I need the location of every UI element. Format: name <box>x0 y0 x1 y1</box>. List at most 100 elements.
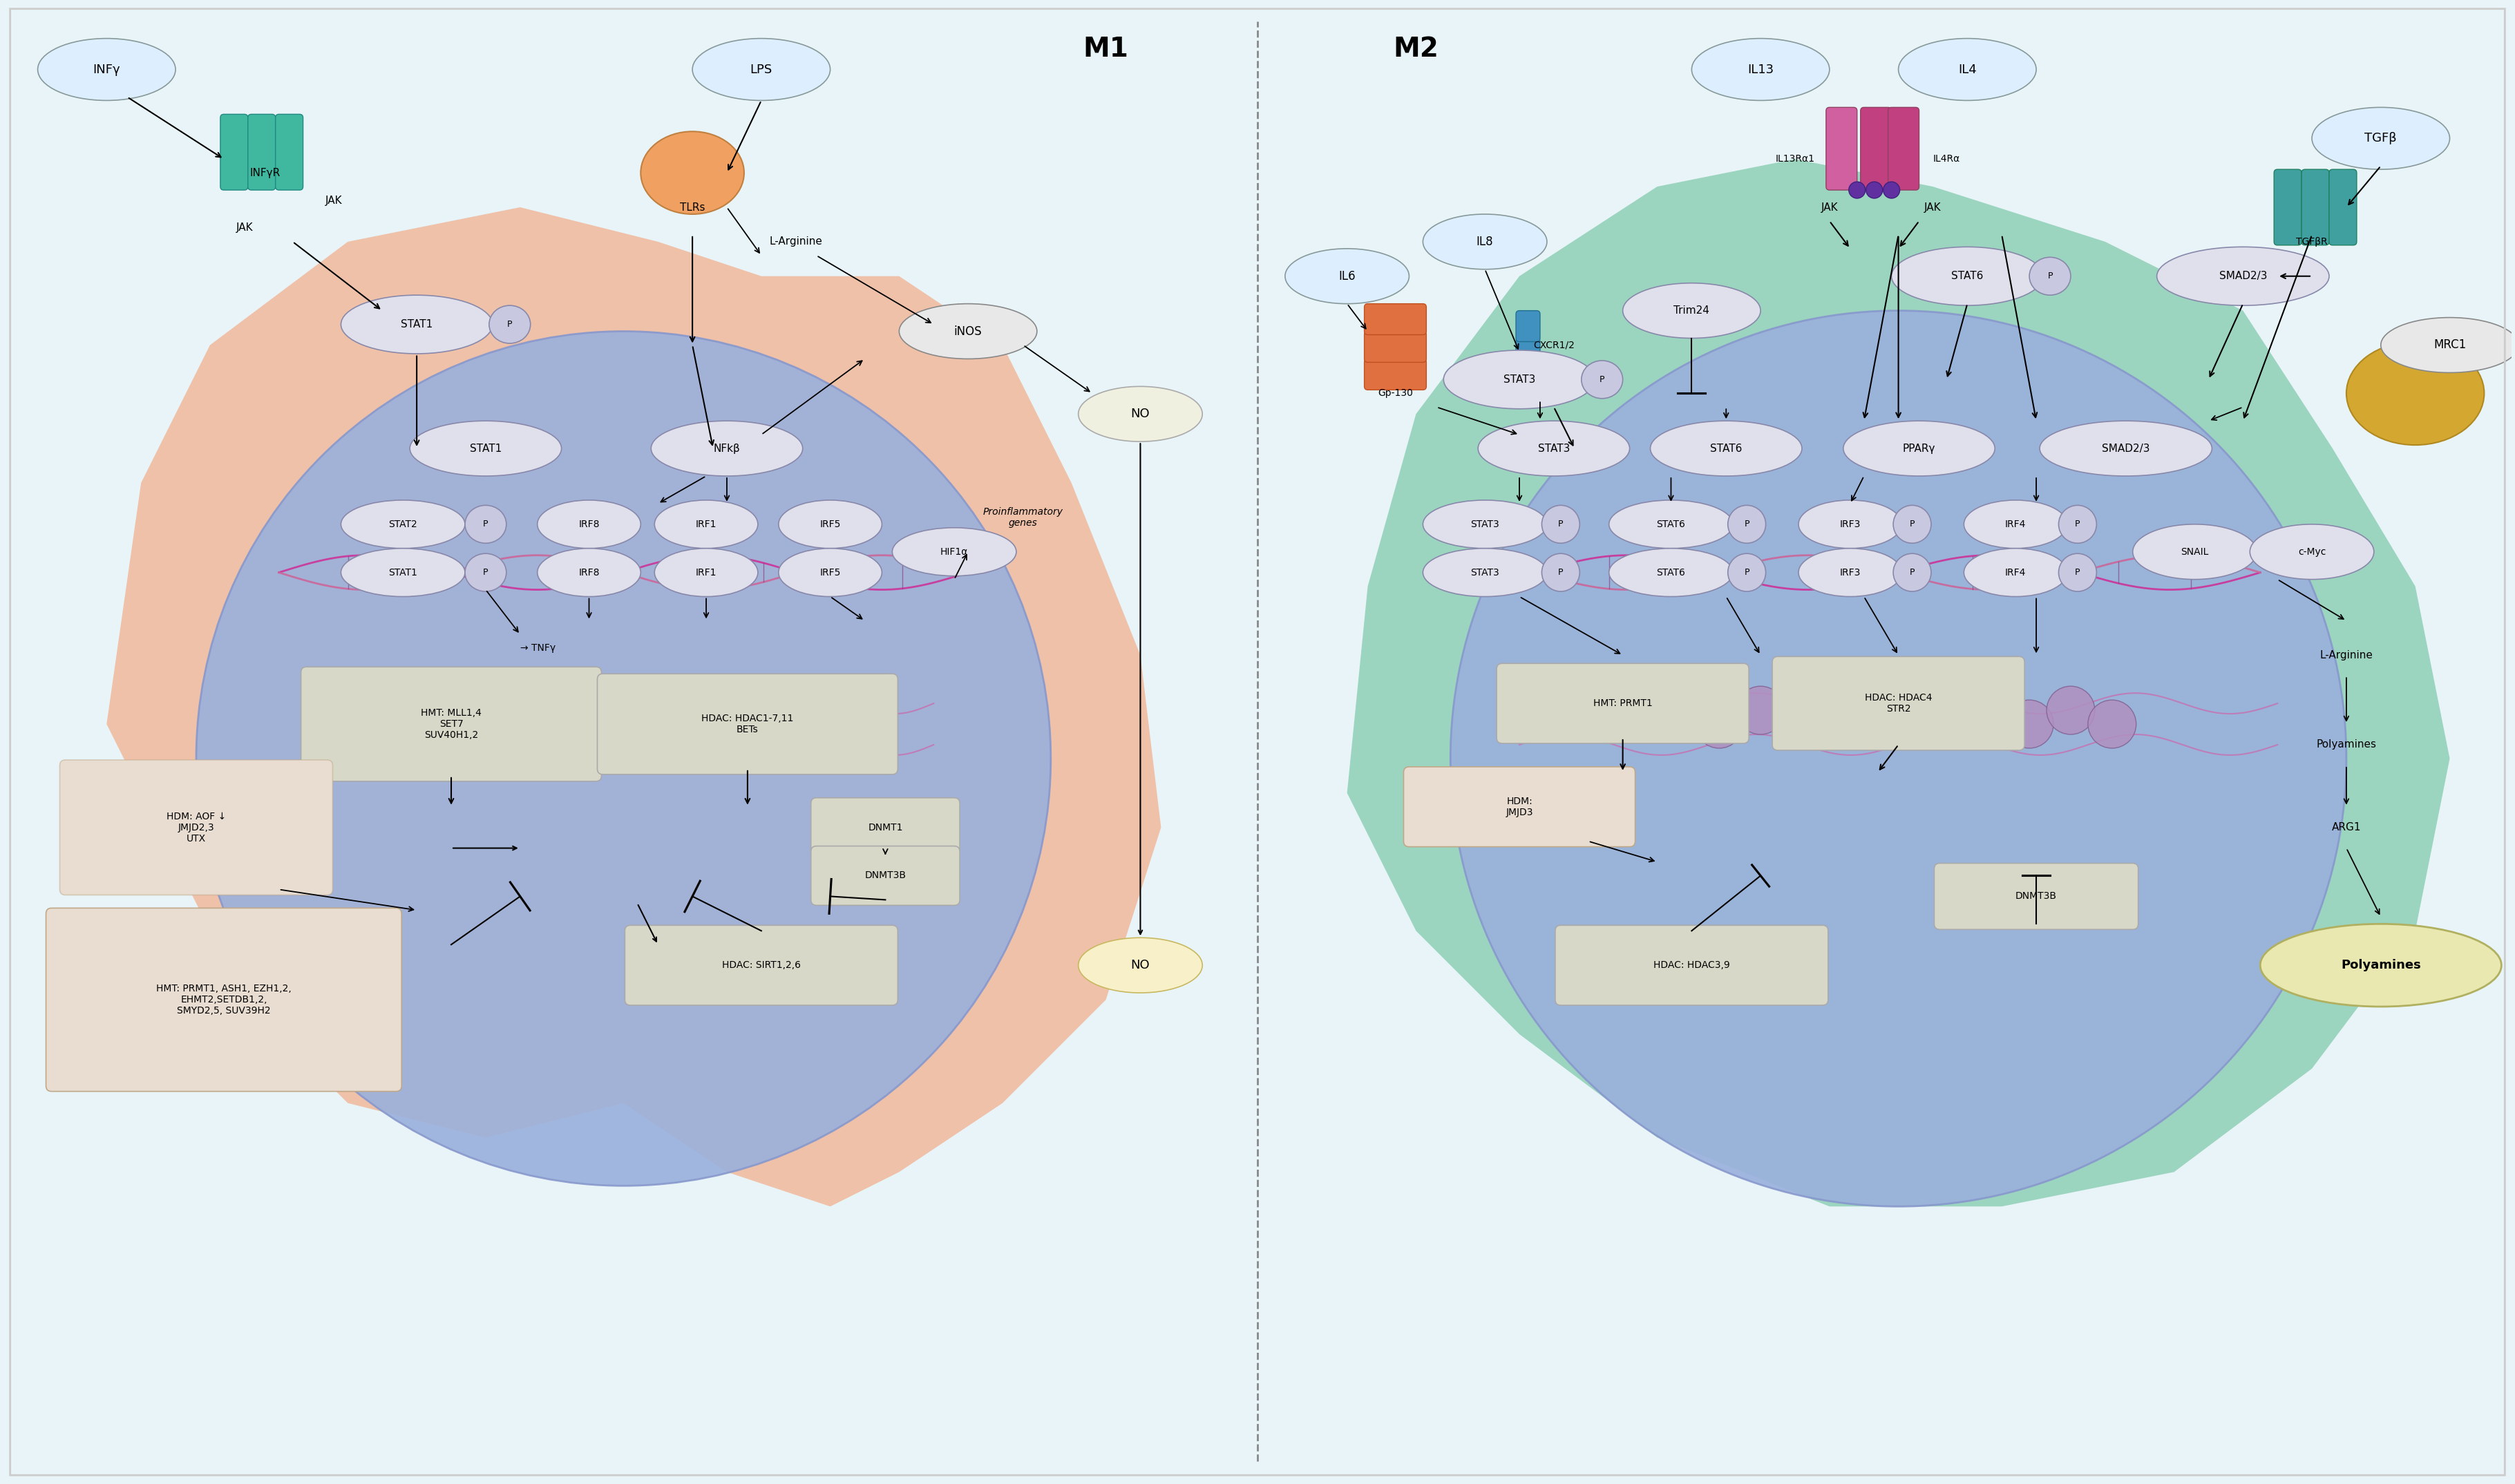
FancyBboxPatch shape <box>810 846 961 905</box>
Text: IRF8: IRF8 <box>578 568 599 577</box>
Text: STAT1: STAT1 <box>387 568 417 577</box>
Ellipse shape <box>2311 107 2450 169</box>
Text: P: P <box>1909 519 1914 528</box>
FancyBboxPatch shape <box>277 114 302 190</box>
Text: TLRs: TLRs <box>679 202 704 212</box>
Ellipse shape <box>1964 549 2067 597</box>
Text: SMAD2/3: SMAD2/3 <box>2103 444 2150 454</box>
Text: M1: M1 <box>1084 36 1129 62</box>
Ellipse shape <box>2346 341 2485 445</box>
Text: HMT: PRMT1: HMT: PRMT1 <box>1592 699 1652 708</box>
Text: SNAIL: SNAIL <box>2181 548 2208 556</box>
Text: HDM: AOF ↓
JMJD2,3
UTX: HDM: AOF ↓ JMJD2,3 UTX <box>166 812 226 843</box>
Text: STAT3: STAT3 <box>1471 519 1499 530</box>
Text: SMAD2/3: SMAD2/3 <box>2218 272 2266 282</box>
Ellipse shape <box>1693 39 1828 101</box>
Text: IRF5: IRF5 <box>820 568 840 577</box>
FancyBboxPatch shape <box>1517 338 1539 370</box>
Text: IRF8: IRF8 <box>578 519 599 530</box>
Text: DNMT3B: DNMT3B <box>865 871 905 880</box>
Text: INFγR: INFγR <box>249 168 279 178</box>
Ellipse shape <box>1423 214 1547 269</box>
Text: IL4Rα: IL4Rα <box>1934 154 1959 163</box>
Text: P: P <box>2075 519 2080 528</box>
Text: c-Myc: c-Myc <box>2299 548 2326 556</box>
Text: P: P <box>483 568 488 577</box>
Text: TGFβR: TGFβR <box>2296 237 2329 246</box>
Text: Proinflammatory
genes: Proinflammatory genes <box>983 508 1064 528</box>
Ellipse shape <box>1798 500 1901 549</box>
Text: NFkβ: NFkβ <box>714 444 739 454</box>
Text: TGFβ: TGFβ <box>2364 132 2397 144</box>
Text: HDAC: HDAC4
STR2: HDAC: HDAC4 STR2 <box>1864 693 1932 714</box>
Text: INFγ: INFγ <box>93 64 121 76</box>
FancyBboxPatch shape <box>302 666 601 781</box>
Text: Polyamines: Polyamines <box>2341 959 2422 972</box>
FancyBboxPatch shape <box>1773 656 2025 751</box>
Circle shape <box>1849 181 1866 199</box>
Circle shape <box>196 331 1051 1186</box>
Text: P: P <box>508 321 513 329</box>
Circle shape <box>516 700 566 748</box>
FancyBboxPatch shape <box>810 798 961 858</box>
Text: NO: NO <box>1132 959 1149 972</box>
Circle shape <box>1451 310 2346 1206</box>
Text: JAK: JAK <box>1924 202 1942 212</box>
Ellipse shape <box>488 306 531 343</box>
Ellipse shape <box>2382 318 2515 372</box>
Text: P: P <box>1600 375 1605 384</box>
Text: HDAC: HDAC1-7,11
BETs: HDAC: HDAC1-7,11 BETs <box>702 714 795 735</box>
FancyBboxPatch shape <box>1517 310 1539 341</box>
Circle shape <box>475 686 523 735</box>
Text: ARG1: ARG1 <box>2331 822 2362 833</box>
Text: LPS: LPS <box>749 64 772 76</box>
Ellipse shape <box>2133 524 2256 579</box>
Text: P: P <box>1909 568 1914 577</box>
Text: L-Arginine: L-Arginine <box>2319 650 2374 660</box>
Ellipse shape <box>692 39 830 101</box>
Ellipse shape <box>1582 361 1622 399</box>
Text: DNMT1: DNMT1 <box>868 822 903 833</box>
Circle shape <box>1778 700 1826 748</box>
Ellipse shape <box>465 554 506 592</box>
Ellipse shape <box>1728 505 1766 543</box>
Text: STAT3: STAT3 <box>1471 568 1499 577</box>
Ellipse shape <box>641 132 744 214</box>
Text: DNMT3B: DNMT3B <box>2015 892 2057 901</box>
Text: P: P <box>1745 519 1750 528</box>
Text: Gp-130: Gp-130 <box>1378 389 1413 398</box>
Text: STAT3: STAT3 <box>1504 374 1534 384</box>
Ellipse shape <box>1843 421 1994 476</box>
Circle shape <box>1909 686 1957 735</box>
Text: JAK: JAK <box>236 223 254 233</box>
Circle shape <box>1884 181 1899 199</box>
Ellipse shape <box>2060 505 2098 543</box>
Text: P: P <box>2075 568 2080 577</box>
Ellipse shape <box>900 304 1036 359</box>
Text: PPARγ: PPARγ <box>1904 444 1937 454</box>
Ellipse shape <box>1079 386 1202 442</box>
Ellipse shape <box>410 421 561 476</box>
Text: HMT: PRMT1, ASH1, EZH1,2,
EHMT2,SETDB1,2,
SMYD2,5, SUV39H2: HMT: PRMT1, ASH1, EZH1,2, EHMT2,SETDB1,2… <box>156 984 292 1015</box>
Ellipse shape <box>2251 524 2374 579</box>
Ellipse shape <box>38 39 176 101</box>
Text: JAK: JAK <box>1821 202 1838 212</box>
Ellipse shape <box>1650 421 1801 476</box>
Text: P: P <box>1559 519 1564 528</box>
Text: P: P <box>1559 568 1564 577</box>
Text: P: P <box>483 519 488 528</box>
Text: P: P <box>2047 272 2052 280</box>
Text: IRF4: IRF4 <box>2004 519 2027 530</box>
Ellipse shape <box>1542 554 1579 592</box>
Ellipse shape <box>780 500 883 549</box>
Circle shape <box>2047 686 2095 735</box>
Polygon shape <box>1348 159 2450 1206</box>
Text: HDAC: HDAC3,9: HDAC: HDAC3,9 <box>1652 960 1730 971</box>
Text: P: P <box>1745 568 1750 577</box>
Ellipse shape <box>1622 283 1760 338</box>
FancyBboxPatch shape <box>596 674 898 775</box>
Circle shape <box>2087 700 2135 748</box>
FancyBboxPatch shape <box>1889 107 1919 190</box>
Ellipse shape <box>1891 246 2042 306</box>
Ellipse shape <box>2261 925 2502 1006</box>
